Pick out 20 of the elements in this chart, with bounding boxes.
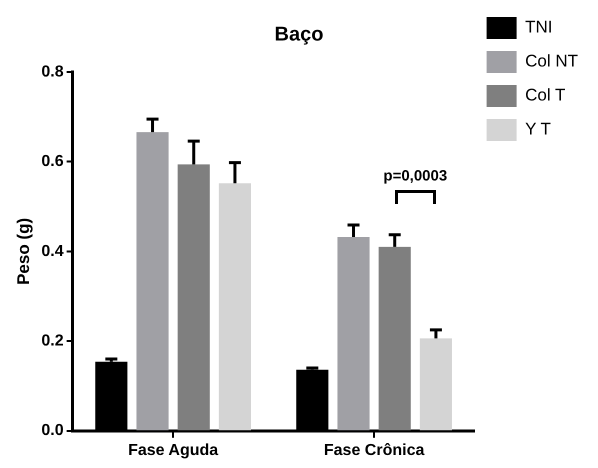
legend-label: Col T — [525, 86, 566, 105]
y-tick-label: 0.8 — [41, 63, 64, 80]
bar — [218, 183, 252, 430]
bar — [378, 246, 411, 430]
legend-label: Y T — [525, 120, 551, 139]
x-tick-label: Fase Crônica — [324, 442, 424, 459]
y-axis-title: Peso (g) — [14, 218, 33, 285]
legend-label: Col NT — [525, 52, 578, 71]
y-tick-label: 0.0 — [41, 422, 64, 440]
annotation: p=0,0003 — [383, 167, 448, 184]
legend-label: TNI — [525, 18, 552, 37]
chart-title: Baço — [274, 24, 324, 46]
bar — [136, 132, 169, 430]
y-tick-label: 0.2 — [41, 332, 64, 350]
bar — [178, 164, 210, 430]
x-tick-label: Fase Aguda — [128, 442, 218, 459]
y-tick-label: 0.4 — [41, 242, 64, 260]
bar — [420, 338, 452, 430]
bar — [337, 237, 370, 430]
y-tick-label: 0.6 — [41, 153, 64, 170]
